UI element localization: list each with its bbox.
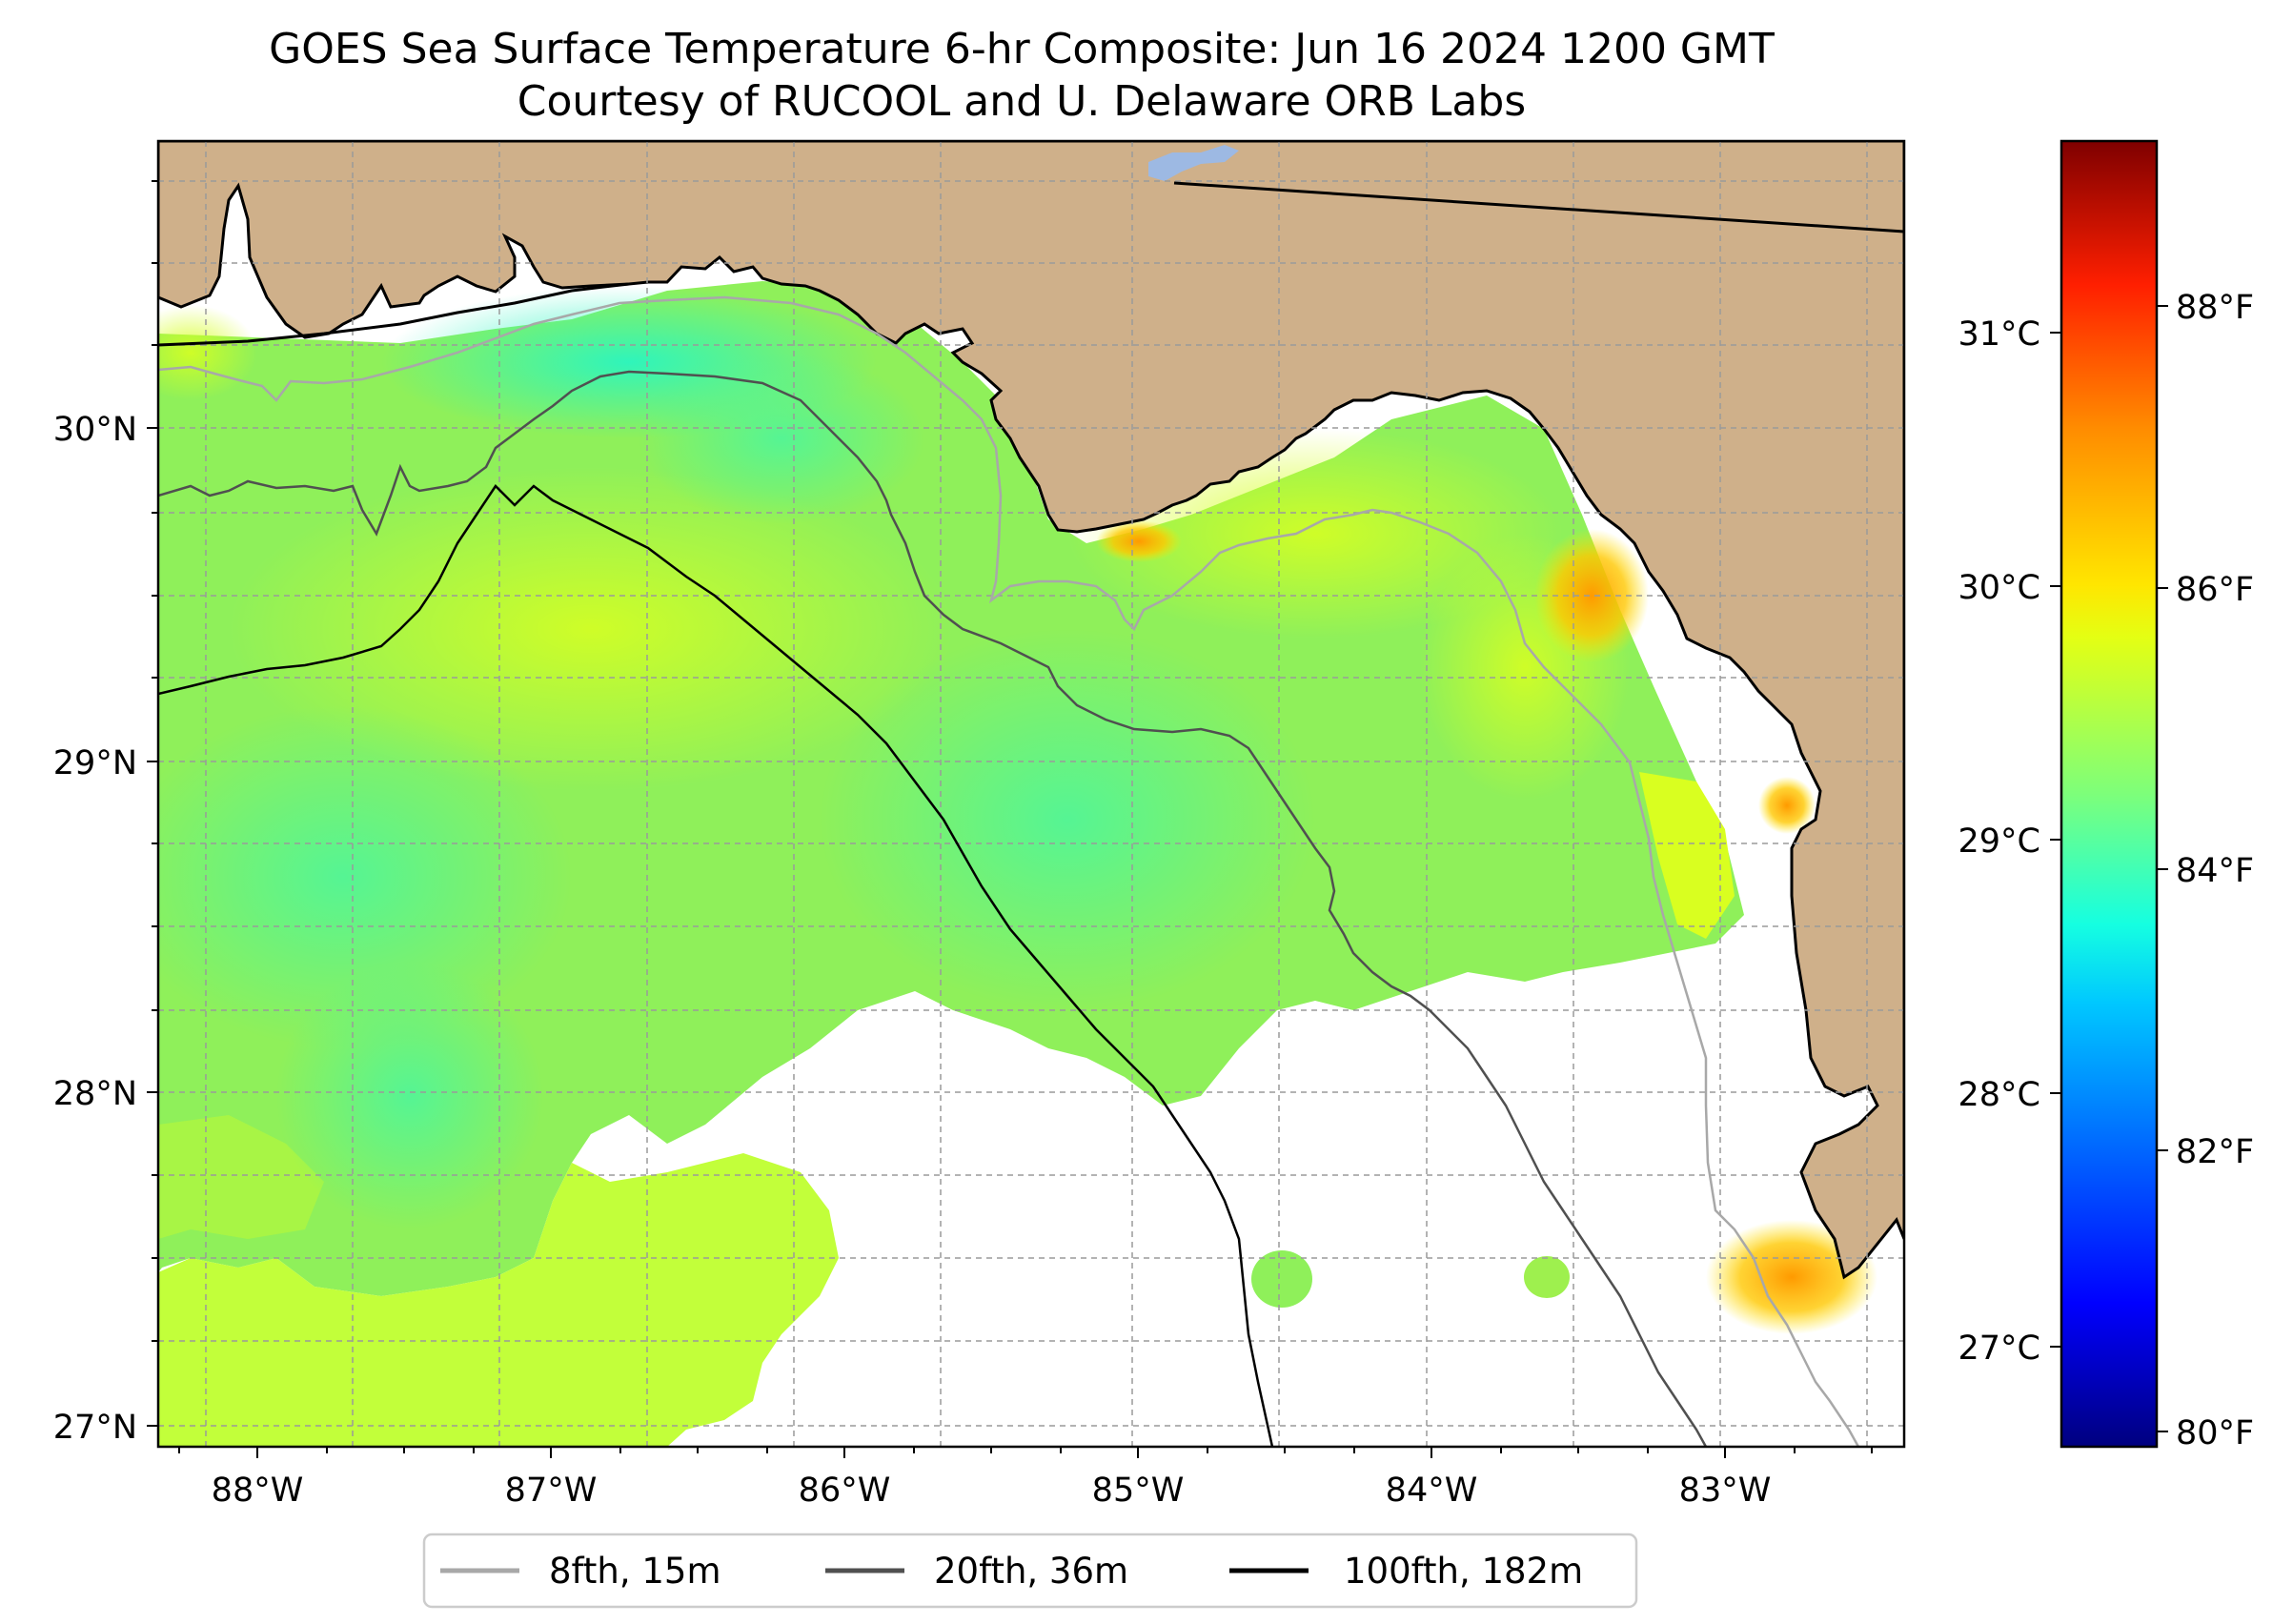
y-tick-label: 29°N <box>53 744 137 782</box>
sst-cool-core-2 <box>639 353 924 524</box>
legend-label-100fth: 100fth, 182m <box>1344 1551 1583 1592</box>
isobath-20fth <box>158 370 1708 1447</box>
x-tick-label: 83°W <box>1679 1472 1772 1510</box>
sst-hotspot-apalachicola <box>1096 520 1182 562</box>
sst-hotspot-cedar-key <box>1534 529 1649 662</box>
y-tick-label: 27°N <box>53 1409 137 1447</box>
y-tick-label: 30°N <box>53 411 137 449</box>
sst-field-lower <box>158 1153 839 1447</box>
state-boundary-line <box>1173 181 1904 233</box>
colorbar-tick-c: 28°C <box>1958 1076 2040 1114</box>
colorbar-tick-c: 27°C <box>1958 1330 2040 1368</box>
colorbar-tick-f: 82°F <box>2176 1133 2254 1171</box>
sst-patch-isolated-1 <box>1251 1250 1312 1308</box>
x-tick-label: 88°W <box>212 1472 304 1510</box>
colorbar-tick-c: 30°C <box>1958 569 2040 607</box>
sst-hotspot-anclote <box>1758 777 1816 834</box>
map-area <box>158 141 1904 1447</box>
map-frame <box>156 139 1906 1449</box>
chart-title-line2: Courtesy of RUCOOL and U. Delaware ORB L… <box>517 77 1526 126</box>
sst-field-southwest <box>158 1115 324 1239</box>
isobath-100fth <box>158 484 1274 1447</box>
colorbar-tick-c: 31°C <box>1958 315 2040 354</box>
legend-box <box>422 1533 1638 1609</box>
isobath-8fth <box>158 295 1860 1447</box>
sst-patch-east-shelf <box>1639 772 1735 939</box>
y-tick-label: 28°N <box>53 1075 137 1113</box>
x-tick-label: 86°W <box>799 1472 891 1510</box>
colorbar-tick-f: 80°F <box>2176 1414 2254 1452</box>
grid-lines <box>158 141 1904 1447</box>
colorbar-tick-f: 88°F <box>2176 289 2254 327</box>
colorbar-tick-f: 84°F <box>2176 852 2254 890</box>
colorbar-gradient <box>2060 139 2159 1449</box>
sst-warm-nearshore-west <box>158 305 257 400</box>
land-mass <box>158 141 1904 1280</box>
sst-warm-band-west <box>229 467 953 791</box>
sst-hotspot-tampa <box>1706 1220 1877 1334</box>
x-tick-label: 87°W <box>505 1472 598 1510</box>
colorbar-tick-c: 29°C <box>1958 822 2040 861</box>
sst-cool-central <box>820 629 1315 1010</box>
legend-label-20fth: 20fth, 36m <box>934 1551 1128 1592</box>
sst-cool-southwest <box>276 963 543 1229</box>
x-tick-label: 84°W <box>1386 1472 1478 1510</box>
colorbar-tick-f: 86°F <box>2176 571 2254 609</box>
legend: 8fth, 15m 20fth, 36m 100fth, 182m <box>422 1533 1638 1609</box>
colorbar: 80°F 82°F 84°F 86°F 88°F 27°C 28°C 29°C … <box>1958 139 2254 1452</box>
sst-cool-west <box>158 705 572 1048</box>
y-axis-ticks <box>147 180 158 1427</box>
legend-label-8fth: 8fth, 15m <box>549 1551 721 1592</box>
x-axis-ticks <box>178 1447 1873 1458</box>
chart-title-line1: GOES Sea Surface Temperature 6-hr Compos… <box>269 25 1775 73</box>
x-tick-label: 85°W <box>1092 1472 1185 1510</box>
sst-patch-isolated-2 <box>1524 1256 1570 1298</box>
coastline-nearshore-west <box>158 282 630 347</box>
lake <box>1148 145 1239 181</box>
